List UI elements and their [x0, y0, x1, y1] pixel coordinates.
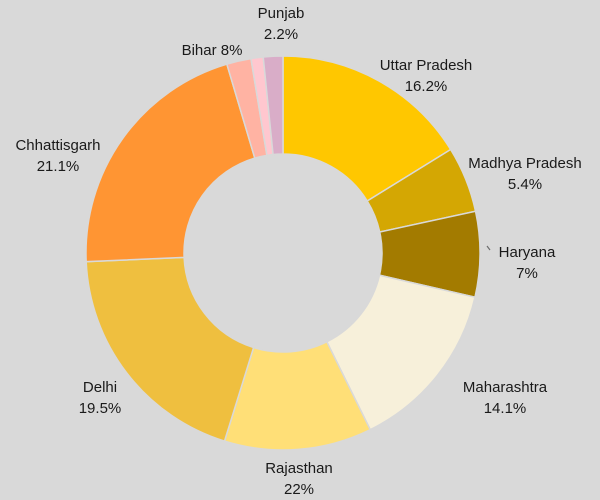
label-madhya-pradesh-name: Madhya Pradesh: [468, 155, 581, 172]
label-uttar-pradesh-value: 16.2%: [405, 78, 448, 95]
label-rajasthan-value: 22%: [284, 481, 314, 498]
label-chhattisgarh-name: Chhattisgarh: [15, 137, 100, 154]
slice-chhattisgarh: [85, 63, 256, 263]
label-maharashtra-name: Maharashtra: [463, 379, 548, 396]
label-bihar: Bihar 8%: [182, 42, 243, 59]
slice-punjab: [262, 55, 284, 156]
label-chhattisgarh-value: 21.1%: [37, 158, 80, 175]
label-haryana-name: Haryana: [499, 244, 556, 261]
label-punjab-name: Punjab: [258, 5, 305, 22]
slice-uttar-pradesh: [282, 55, 452, 203]
label-delhi-name: Delhi: [83, 379, 117, 396]
label-punjab-value: 2.2%: [264, 26, 298, 43]
labels-group: Uttar Pradesh 16.2% Madhya Pradesh 5.4% …: [15, 5, 581, 498]
label-haryana-value: 7%: [516, 265, 538, 282]
label-delhi-value: 19.5%: [79, 400, 122, 417]
slices-group: [85, 55, 481, 451]
label-uttar-pradesh-name: Uttar Pradesh: [380, 57, 473, 74]
slice-delhi: [85, 256, 255, 443]
label-rajasthan-name: Rajasthan: [265, 460, 333, 477]
label-madhya-pradesh-value: 5.4%: [508, 176, 542, 193]
haryana-leader-tick: [486, 245, 491, 251]
label-maharashtra-value: 14.1%: [484, 400, 527, 417]
